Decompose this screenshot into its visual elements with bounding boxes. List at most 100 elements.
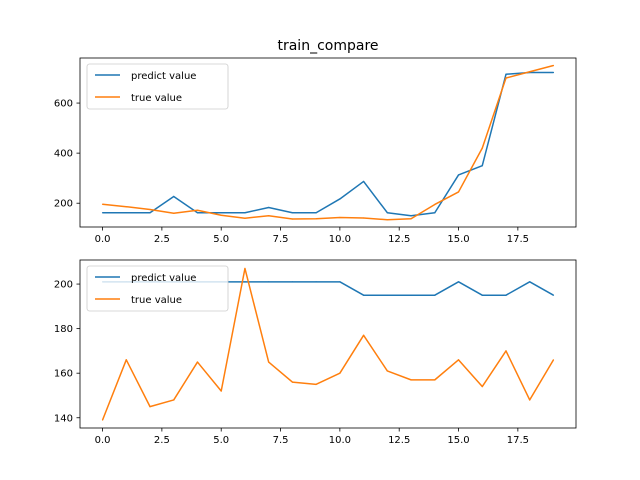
legend-label: predict value [131, 273, 196, 284]
data-point [125, 359, 127, 361]
data-point [125, 206, 127, 208]
data-point [291, 281, 293, 283]
data-point [505, 350, 507, 352]
data-point [315, 212, 317, 214]
data-point [529, 71, 531, 73]
data-point [315, 281, 317, 283]
data-point [363, 334, 365, 336]
x-tick-label: 5.0 [213, 435, 229, 446]
data-point [363, 294, 365, 296]
data-point [457, 174, 460, 176]
data-point [101, 203, 104, 205]
data-point [196, 212, 199, 214]
y-tick-label: 160 [54, 369, 73, 380]
series-line-1 [102, 64, 554, 221]
data-point [149, 208, 151, 211]
data-point [481, 385, 483, 388]
data-point [125, 212, 127, 214]
axes-frame [79, 259, 577, 429]
data-point [315, 218, 317, 220]
data-point [386, 370, 388, 372]
x-tick-label: 15.0 [447, 435, 469, 446]
data-point [244, 281, 246, 283]
data-point [481, 147, 483, 149]
data-point [268, 281, 270, 283]
legend-label: true value [131, 93, 182, 104]
data-point [505, 73, 507, 75]
axes-frame [79, 57, 577, 228]
x-tick-label: 7.5 [273, 435, 289, 446]
x-tick-label: 17.5 [507, 435, 529, 446]
data-point [457, 281, 460, 283]
x-tick-label: 0.0 [95, 234, 111, 245]
x-tick-label: 2.5 [154, 435, 170, 446]
data-point [244, 212, 246, 214]
x-tick-label: 7.5 [273, 234, 289, 245]
bottom-subplot: 0.0 2.5 5.0 7.5 10.0 12.5 15.0 17.5 140 160 180 200… [54, 259, 577, 446]
x-tick-label: 10.0 [329, 435, 351, 446]
data-point [101, 212, 104, 214]
data-point [173, 399, 175, 401]
data-point [339, 216, 341, 219]
data-point [434, 203, 436, 206]
data-point [149, 212, 151, 214]
data-point [481, 165, 483, 167]
top-subplot: 0.0 2.5 5.0 7.5 10.0 12.5 15.0 17.5 200 400 600 pre… [54, 57, 577, 245]
y-tick-label: 600 [54, 99, 73, 110]
data-point [481, 294, 483, 296]
data-point [244, 217, 246, 219]
x-tick-label: 0.0 [95, 435, 111, 446]
data-point [220, 214, 222, 216]
data-point [410, 379, 412, 381]
data-point [552, 294, 555, 296]
data-point [434, 294, 436, 296]
data-point [339, 198, 341, 200]
y-tick-label: 180 [54, 324, 73, 335]
data-point [220, 212, 222, 214]
data-point [410, 294, 412, 296]
y-tick-label: 200 [54, 280, 73, 291]
data-point [363, 217, 365, 219]
data-point [291, 218, 293, 220]
data-point [552, 71, 555, 74]
y-tick-label: 200 [54, 199, 73, 210]
data-point [552, 64, 555, 67]
data-point [386, 294, 388, 296]
data-point [363, 180, 365, 183]
x-tick-label: 17.5 [507, 234, 529, 245]
x-tick-label: 10.0 [329, 234, 351, 245]
x-tick-label: 5.0 [213, 234, 229, 245]
data-point [552, 359, 555, 361]
data-point [101, 419, 104, 421]
legend-label: true value [131, 295, 182, 306]
data-point [149, 406, 151, 408]
data-point [529, 399, 531, 401]
data-point [386, 212, 388, 214]
data-point [505, 77, 507, 79]
y-tick-label: 140 [54, 413, 73, 424]
data-point [268, 215, 270, 217]
x-tick-label: 2.5 [154, 234, 170, 245]
data-point [410, 215, 412, 217]
data-point [386, 219, 388, 221]
data-point [410, 218, 412, 220]
data-point [268, 361, 270, 363]
data-point [173, 195, 175, 198]
series-line-1 [101, 267, 555, 421]
legend-label: predict value [131, 71, 196, 82]
x-tick-label: 15.0 [447, 234, 469, 245]
x-tick-label: 12.5 [388, 435, 410, 446]
y-tick-label: 400 [54, 149, 73, 160]
data-point [291, 212, 293, 214]
data-point [339, 281, 341, 283]
data-point [457, 359, 460, 361]
chart-title: train_compare [277, 38, 378, 54]
data-point [268, 206, 270, 209]
legend-box [86, 265, 229, 312]
data-point [196, 209, 199, 211]
data-point [220, 390, 222, 392]
data-point [196, 361, 199, 363]
data-point [434, 379, 436, 381]
data-point [339, 372, 341, 374]
